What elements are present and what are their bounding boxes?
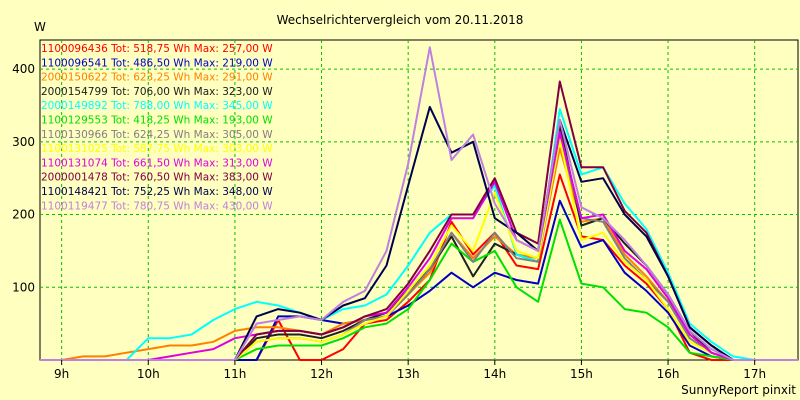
x-tick-label: 12h bbox=[310, 367, 333, 381]
legend-entry-2000150622: 2000150622 Tot: 623,25 Wh Max: 291,00 W bbox=[41, 72, 273, 84]
legend-entry-1100096541: 1100096541 Tot: 486,50 Wh Max: 219,00 W bbox=[41, 57, 273, 69]
chart-title: Wechselrichtervergleich vom 20.11.2018 bbox=[277, 13, 524, 27]
legend-entry-2000149892: 2000149892 Tot: 788,00 Wh Max: 345,00 W bbox=[41, 100, 273, 112]
y-tick-label: 300 bbox=[12, 135, 35, 149]
plot-area bbox=[39, 39, 799, 361]
y-tick-label: 400 bbox=[12, 62, 35, 76]
legend-entry-1100131025: 1100131025 Tot: 587,75 Wh Max: 303,00 W bbox=[41, 143, 273, 155]
legend-entry-1100131074: 1100131074 Tot: 661,50 Wh Max: 313,00 W bbox=[41, 157, 273, 169]
x-tick-label: 15h bbox=[570, 367, 593, 381]
legend-entry-1100119477: 1100119477 Tot: 780,75 Wh Max: 430,00 W bbox=[41, 200, 273, 212]
x-tick-label: 9h bbox=[54, 367, 69, 381]
series-line-1100119477 bbox=[40, 46, 798, 361]
series-line-2000149892 bbox=[40, 108, 798, 361]
x-tick-label: 10h bbox=[137, 367, 160, 381]
x-tick-label: 14h bbox=[483, 367, 506, 381]
y-tick-label: 200 bbox=[12, 208, 35, 222]
legend-entry-1100148421: 1100148421 Tot: 752,25 Wh Max: 348,00 W bbox=[41, 186, 273, 198]
x-tick-label: 16h bbox=[657, 367, 680, 381]
series-line-1100131074 bbox=[40, 131, 798, 361]
legend-entry-2000154799: 2000154799 Tot: 706,00 Wh Max: 323,00 W bbox=[41, 86, 273, 98]
legend-entry-2000001478: 2000001478 Tot: 760,50 Wh Max: 383,00 W bbox=[41, 172, 273, 184]
series-lines bbox=[40, 46, 798, 361]
legend: 1100096436 Tot: 518,75 Wh Max: 257,00 W 1… bbox=[41, 43, 273, 212]
x-tick-label: 11h bbox=[223, 367, 246, 381]
y-tick-label: 100 bbox=[12, 280, 35, 294]
legend-entry-1100129553: 1100129553 Tot: 418,25 Wh Max: 193,00 W bbox=[41, 115, 273, 127]
x-tick-label: 13h bbox=[397, 367, 420, 381]
footer-credit: SunnyReport pinxit bbox=[681, 383, 796, 397]
x-tick-label: 17h bbox=[743, 367, 766, 381]
legend-entry-1100096436: 1100096436 Tot: 518,75 Wh Max: 257,00 W bbox=[41, 43, 273, 55]
axes: 100 200 300 400 9h 10h 11h 12h 13h 14h 15h 16h 17h bbox=[12, 62, 766, 381]
legend-entry-1100130966: 1100130966 Tot: 624,25 Wh Max: 305,00 W bbox=[41, 129, 273, 141]
y-axis-unit-label: W bbox=[34, 20, 46, 34]
